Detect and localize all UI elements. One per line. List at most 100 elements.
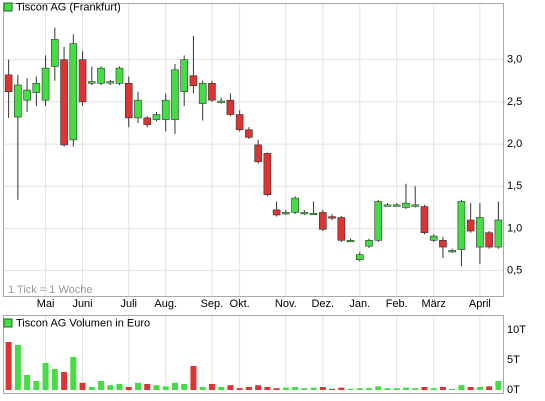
candle-body [319,212,327,230]
candle-body [291,197,299,213]
candle-body [254,144,262,163]
marks-layer [4,27,503,390]
volume-bar [319,387,326,390]
volume-bar [393,388,400,390]
volume-bar [88,387,95,390]
candle-body [87,81,96,84]
volume-bar [98,381,105,390]
candle-body [51,39,59,67]
candle-body [420,206,429,233]
candle-body [161,99,170,120]
volume-bar [273,388,280,390]
volume-bar [282,387,289,390]
volume-bar [375,386,382,390]
volume-bar [412,388,419,390]
x-tick-label: Mai [37,298,55,310]
volume-bar [61,372,68,390]
candle-body [41,67,50,101]
volume-bar [199,387,206,390]
candle-body [494,219,503,248]
grid-layer [4,4,503,393]
candle-body [14,84,22,118]
candle-body [152,114,161,120]
volume-bar [227,385,234,390]
candle-body [383,204,392,207]
x-tick-label: Sep. [201,298,224,310]
y-tick-label: 1,0 [507,222,522,234]
volume-bar [245,387,252,390]
candle-body [134,99,142,119]
y-tick-label: 5T [507,354,520,366]
volume-bar [153,385,160,390]
volume-bar [218,387,225,390]
volume-bar [310,387,317,390]
volume-bar [14,345,21,390]
volume-bar [264,387,271,390]
volume-bar [495,381,502,390]
candle-body [171,69,179,120]
volume-bar [181,384,188,390]
volume-bar [292,387,299,390]
x-tick-label: Juli [120,298,137,310]
volume-bar [486,386,493,390]
volume-bar [366,388,373,390]
candle-body [485,232,493,248]
volume-bar [33,381,40,390]
candle-body [355,254,364,261]
candle-body [198,83,207,104]
x-tick-label: Dez. [311,298,334,310]
volume-bar [24,375,31,390]
candle-body [309,212,318,216]
candle-body [32,83,41,93]
candle-body [337,217,346,241]
candle-body [97,67,105,84]
volume-bar [116,384,123,390]
candle-body [272,209,281,216]
candle-body [448,250,456,253]
candle-body [328,216,336,219]
volume-bar [5,342,12,390]
candle-body [346,239,355,243]
price-frame [3,3,504,297]
candle-body [439,239,447,248]
candle-body [476,217,484,248]
y-tick-label: 10T [507,324,526,336]
volume-bar [70,357,77,390]
candle-body [263,153,272,196]
y-tick-label: 2,0 [507,138,522,150]
note: 1 Tick = 1 Woche [8,284,92,296]
candle-body [429,235,438,241]
candle-body [282,212,290,215]
x-tick-label: April [469,298,491,310]
y-tick-label: 3,0 [507,54,522,66]
volume-bar [42,363,49,390]
x-tick-label: Jan. [349,298,370,310]
x-tick-label: Nov. [275,298,297,310]
volume-frame [3,315,504,394]
candle-body [226,99,235,115]
candle-body [78,59,87,103]
candle-body [457,201,466,250]
volume-bar [467,387,474,390]
volume-bar [338,387,345,390]
volume-bar [125,387,132,390]
candle-body [69,43,78,141]
y-tick-label: 0,5 [507,265,522,277]
volume-bar [430,388,437,390]
volume-bar [402,387,409,390]
volume-bar [144,384,151,390]
x-tick-label: Feb. [386,298,408,310]
candle-body [392,204,401,207]
volume-bar [356,388,363,390]
legend-swatch [3,318,13,328]
volume-bar [458,385,465,390]
candle-body [124,83,133,119]
volume-bar [301,388,308,390]
x-tick-label: Okt. [230,298,250,310]
volume-bar [79,382,86,390]
candle-body [60,59,68,146]
candle-body [300,212,309,215]
candle-body [23,89,31,101]
x-tick-label: Juni [72,298,92,310]
